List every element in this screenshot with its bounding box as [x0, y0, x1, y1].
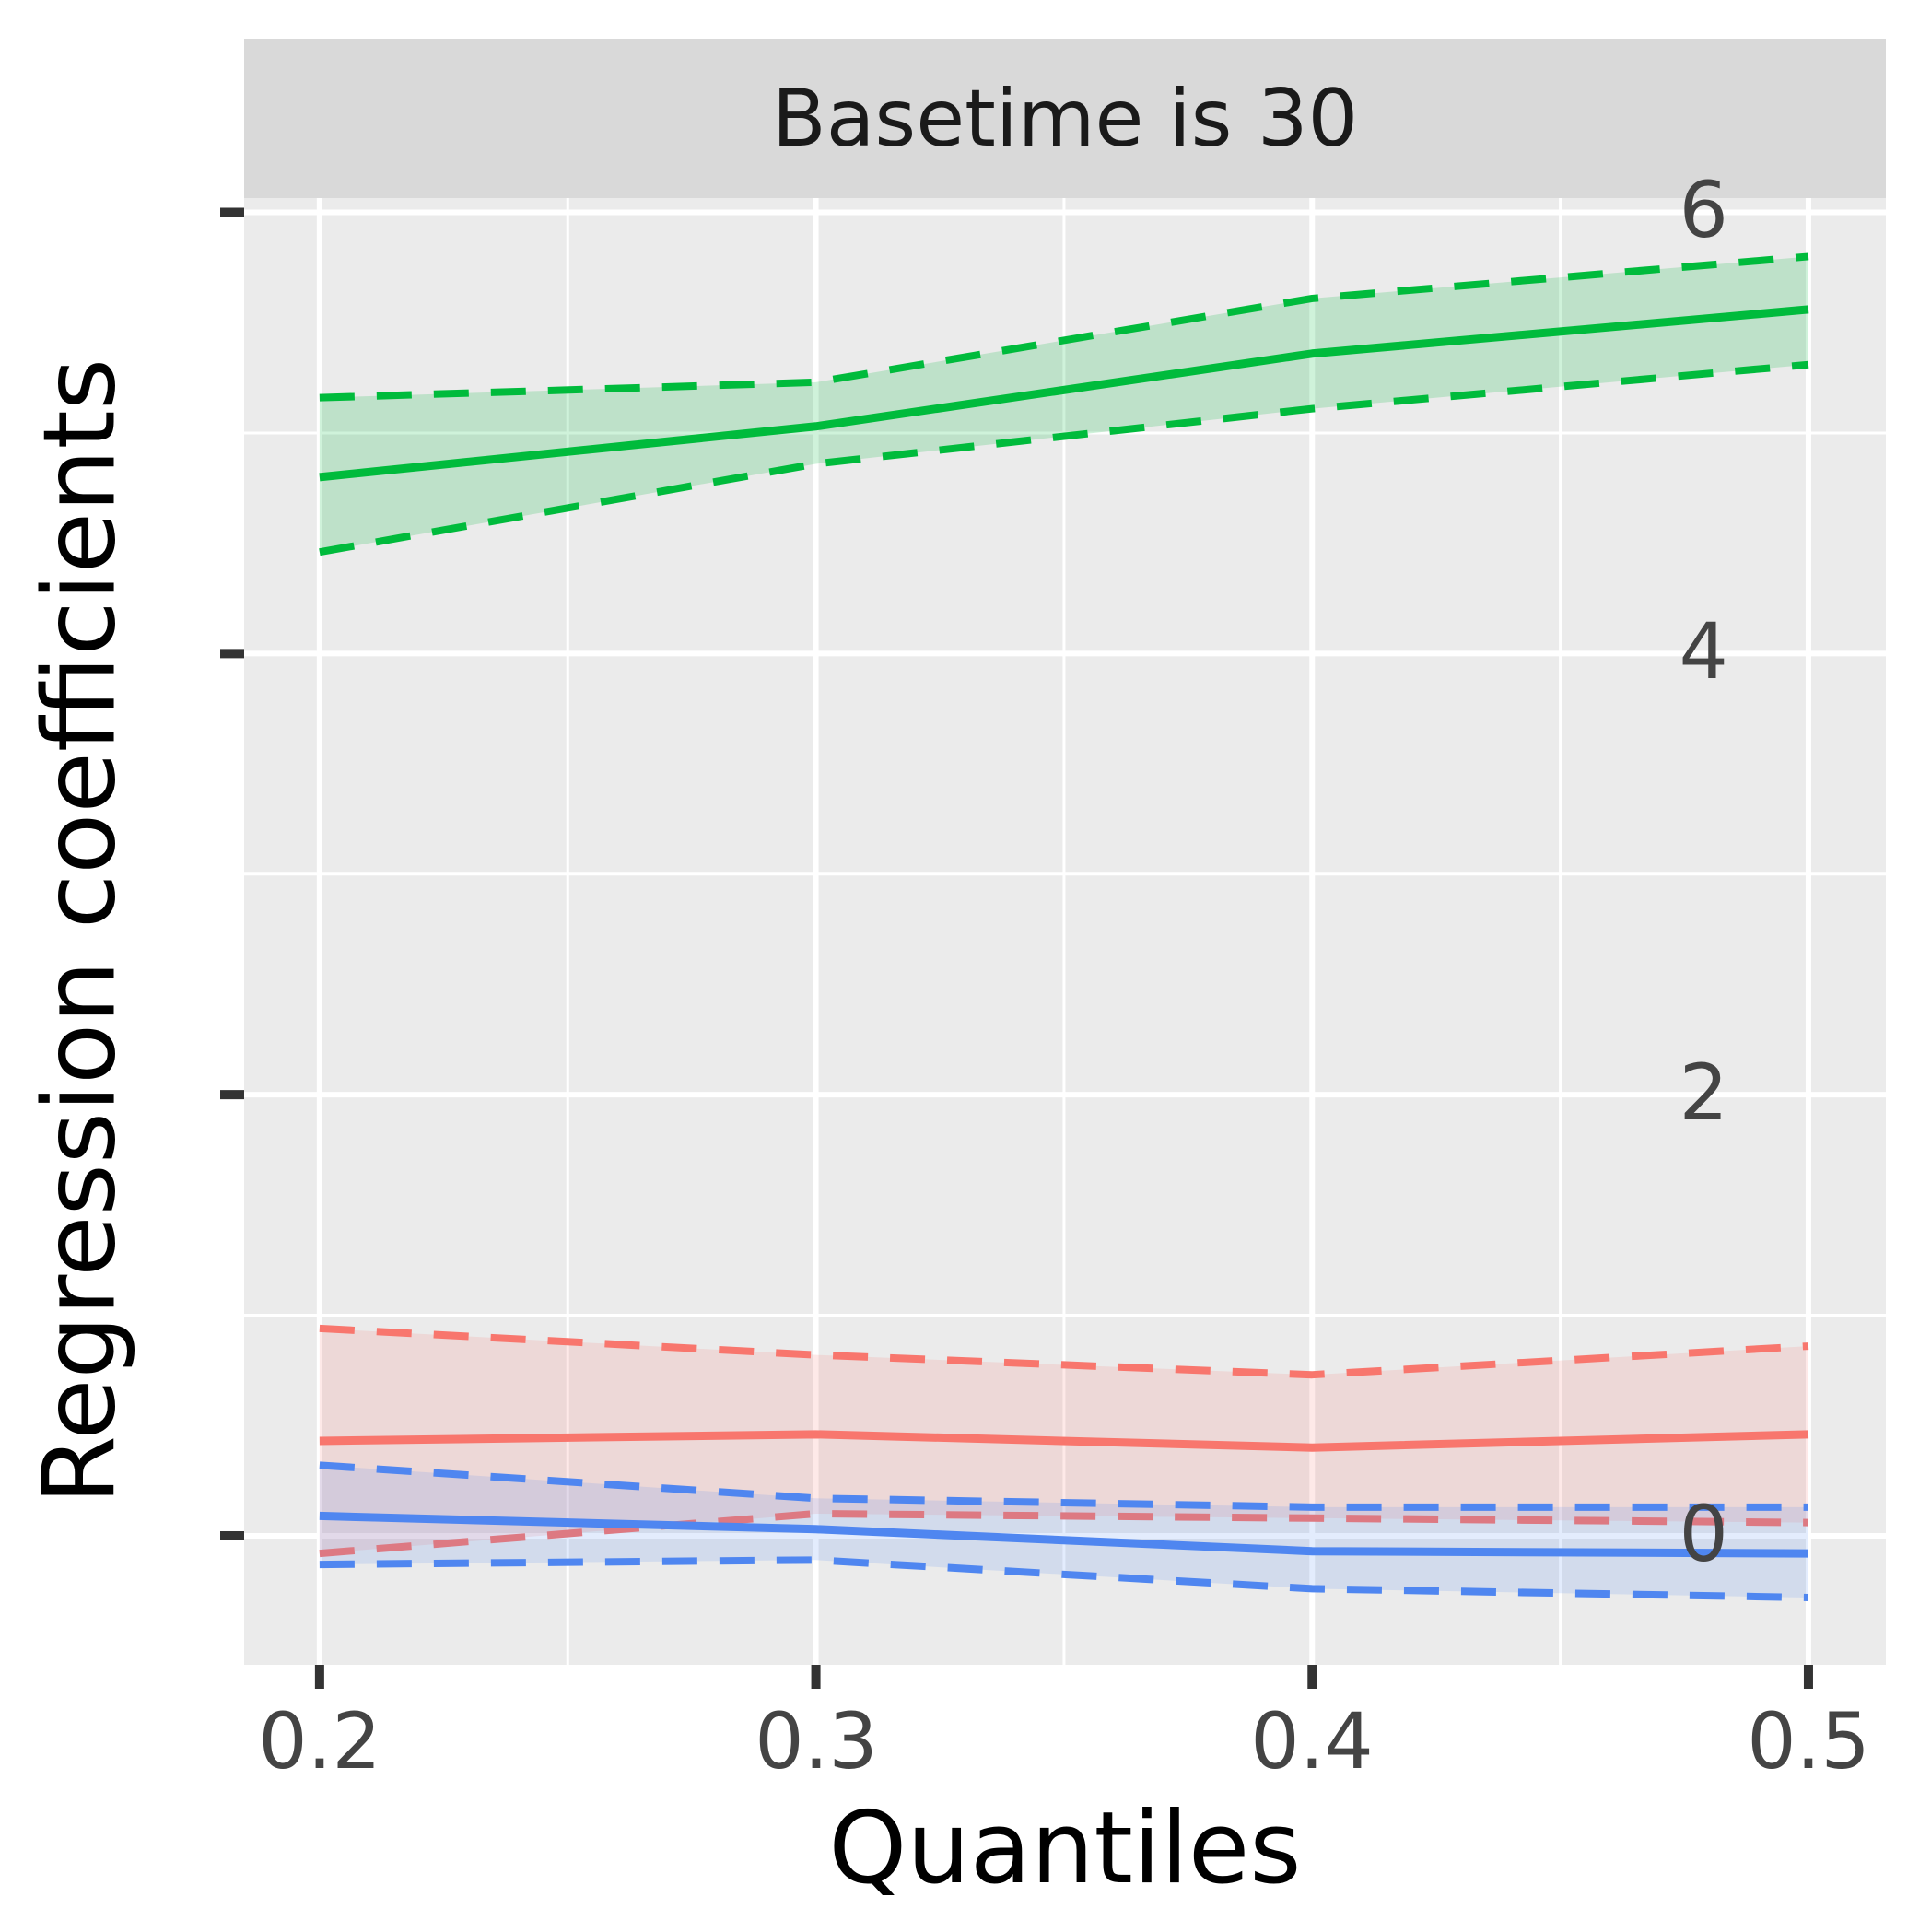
y-axis-title: Regression coefficients [22, 357, 138, 1505]
facet-strip: Basetime is 30 [244, 39, 1886, 198]
red-coefficient-lower-bound-line [319, 1510, 1808, 1558]
y-tick-label-4: 4 [1679, 606, 1728, 697]
y-tick-label-0: 0 [1679, 1489, 1728, 1579]
facet-strip-title: Basetime is 30 [771, 72, 1359, 165]
red-coefficient-upper-bound-line [319, 1324, 1809, 1379]
x-axis-title: Quantiles [828, 1791, 1302, 1906]
blue-coefficient-upper-bound-line [319, 1461, 1808, 1511]
blue-coefficient-lower-bound-line [319, 1556, 1809, 1601]
x-tick-label-05: 0.5 [1747, 1696, 1870, 1786]
green-coefficient-ribbon [319, 256, 1808, 553]
blue-coefficient-ribbon [319, 1465, 1808, 1598]
x-tick-label-04: 0.4 [1250, 1696, 1374, 1786]
x-tick-label-03: 0.3 [755, 1696, 878, 1786]
red-coefficient-estimate-line [319, 1430, 1809, 1452]
green-coefficient-lower-bound-line [319, 360, 1809, 556]
y-tick-label-6: 6 [1679, 165, 1728, 255]
y-tick-label-2: 2 [1679, 1048, 1728, 1138]
blue-coefficient-estimate-line [319, 1511, 1808, 1558]
green-coefficient-estimate-line [319, 305, 1809, 482]
green-coefficient-upper-bound-line [319, 252, 1809, 402]
x-tick-label-02: 0.2 [258, 1696, 381, 1786]
